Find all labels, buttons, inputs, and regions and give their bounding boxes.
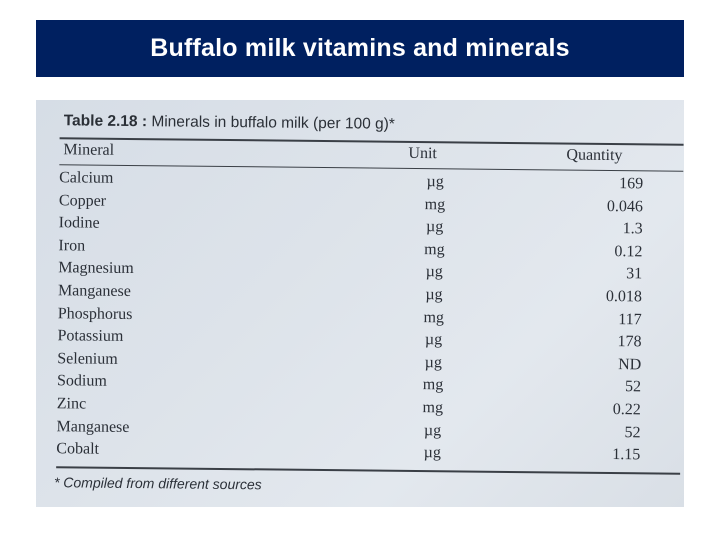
- header-unit: Unit: [408, 144, 438, 163]
- cell-mineral: Sodium: [56, 372, 107, 391]
- cell-mineral: Calcium: [59, 169, 114, 187]
- cell-unit: mg: [423, 308, 445, 326]
- cell-unit: µg: [425, 218, 444, 236]
- table-photo: Table 2.18 : Minerals in buffalo milk (p…: [36, 100, 684, 507]
- cell-unit: mg: [422, 376, 444, 394]
- cell-unit: mg: [424, 240, 445, 259]
- cell-mineral: Iron: [58, 237, 86, 255]
- cell-mineral: Selenium: [57, 349, 118, 368]
- book-page: Table 2.18 : Minerals in buffalo milk (p…: [36, 100, 684, 507]
- cell-mineral: Iodine: [58, 214, 100, 232]
- cell-mineral: Phosphorus: [57, 304, 133, 323]
- cell-unit: µg: [425, 263, 443, 281]
- cell-unit: µg: [424, 353, 442, 372]
- cell-quantity: 0.018: [605, 287, 643, 306]
- cell-unit: mg: [422, 399, 444, 417]
- cell-quantity: 1.3: [622, 220, 643, 238]
- cell-quantity: 1.15: [612, 446, 641, 464]
- cell-mineral: Copper: [58, 191, 107, 210]
- cell-mineral: Potassium: [57, 327, 124, 346]
- cell-mineral: Cobalt: [56, 440, 100, 458]
- table-caption: Table 2.18 : Minerals in buffalo milk (p…: [64, 112, 395, 133]
- cell-unit: µg: [425, 286, 443, 304]
- header-mineral: Mineral: [63, 141, 115, 159]
- header-quantity: Quantity: [566, 146, 623, 165]
- cell-quantity: ND: [618, 355, 642, 374]
- slide-title: Buffalo milk vitamins and minerals: [150, 34, 570, 62]
- table-footnote: * Compiled from different sources: [53, 474, 262, 493]
- cell-quantity: 178: [617, 333, 642, 351]
- cell-quantity: 0.22: [612, 400, 641, 419]
- title-bar: Buffalo milk vitamins and minerals: [36, 20, 684, 77]
- cell-unit: µg: [424, 331, 443, 349]
- cell-quantity: 0.12: [614, 242, 643, 261]
- table-caption-text: Minerals in buffalo milk (per 100 g)*: [151, 113, 395, 133]
- cell-quantity: 52: [624, 378, 642, 396]
- cell-mineral: Manganese: [57, 282, 131, 300]
- table-body: Calcium µg 169 Copper mg 0.046 Iodine µg…: [36, 169, 683, 469]
- cell-quantity: 117: [618, 310, 642, 328]
- cell-unit: µg: [423, 421, 442, 439]
- cell-unit: µg: [426, 173, 444, 191]
- cell-quantity: 52: [624, 423, 641, 441]
- cell-quantity: 169: [619, 175, 644, 193]
- cell-mineral: Manganese: [56, 417, 130, 436]
- cell-quantity: 31: [626, 265, 643, 283]
- cell-unit: mg: [424, 195, 446, 213]
- table-top-rule: [59, 137, 684, 146]
- cell-quantity: 0.046: [606, 197, 644, 215]
- cell-mineral: Magnesium: [58, 259, 134, 278]
- cell-unit: µg: [423, 444, 442, 462]
- cell-mineral: Zinc: [56, 395, 87, 413]
- table-caption-number: Table 2.18 :: [63, 112, 148, 131]
